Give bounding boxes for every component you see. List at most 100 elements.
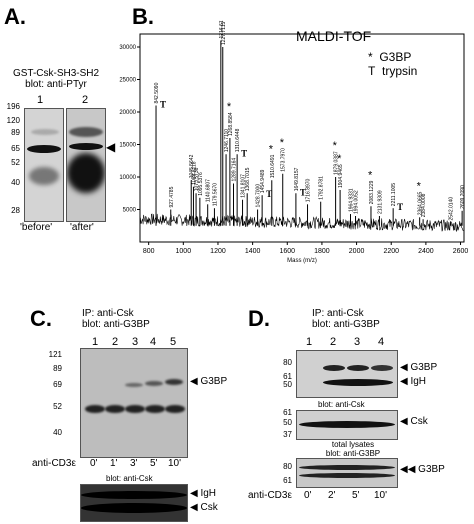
peak-label: 1058.5118: [191, 161, 197, 184]
peak-label: 2609.2090: [460, 185, 466, 209]
panel-a-lane-1: 1: [37, 94, 44, 106]
panel-c-igh-text: IgH: [200, 488, 217, 499]
peak-label: 1310.6448: [235, 128, 241, 152]
panel-d-blot-mid: [296, 410, 398, 440]
g3bp-star-marker: *: [227, 101, 232, 113]
y-tick-label: 30000: [119, 45, 136, 51]
panel-c-mw-121: 121: [48, 350, 62, 359]
panel-d-title-line1: IP: anti-Csk: [312, 308, 364, 319]
panel-a-mw-65: 65: [11, 144, 20, 153]
panel-d-blot-top: [296, 350, 398, 398]
panel-a-blot-lane-2: [66, 108, 106, 222]
panel-a-arrow-icon: ◀: [106, 140, 116, 154]
panel-d-lane-3: 3: [354, 336, 361, 348]
panel-a-mw-52: 52: [11, 158, 20, 167]
peak-label: 1573.7970: [281, 148, 287, 172]
legend-label-trypsin: trypsin: [382, 64, 418, 78]
y-tick-label: 10000: [119, 175, 136, 181]
peak-label: 1268.8584: [228, 112, 234, 136]
x-tick-label: 1200: [210, 248, 226, 255]
panel-d-igh-text: IgH: [410, 376, 427, 387]
peak-label: 2083.1229: [369, 180, 375, 204]
peak-label: 1179.5670: [212, 183, 218, 206]
panel-d-bottom-title-line1: total lysates: [331, 440, 375, 449]
panel-a-caption-before: 'before': [20, 222, 53, 233]
peak-label: 1649.8157: [294, 167, 300, 191]
panel-d-label-g3bp: ◀ G3BP: [400, 362, 438, 373]
panel-c-letter: C.: [30, 306, 52, 331]
g3bp-star-marker: *: [269, 143, 274, 155]
legend-symbol-trypsin: T: [368, 64, 376, 78]
trypsin-marker: T: [300, 187, 306, 197]
panel-c-time-0: 0': [90, 458, 98, 469]
panel-d-treatment-label: anti-CD3ε: [248, 490, 292, 501]
panel-d-label-igh: ◀ IgH: [400, 376, 427, 387]
panel-c-lane-3: 3: [132, 336, 139, 348]
peak-label: 1454.9489: [260, 169, 266, 193]
peak-label: 2542.0140: [448, 197, 454, 221]
panel-a-caption-after: 'after': [70, 222, 94, 233]
panel-c-lane-2: 2: [112, 336, 119, 348]
y-tick-label: 20000: [119, 110, 136, 116]
peak-label: 1368.7015: [245, 167, 251, 191]
panel-d-time-10: 10': [374, 490, 388, 501]
peak-label: 842.5090: [154, 82, 160, 103]
maldi-spectrum-chart: 5000 10000 15000 20000 25000 30000 800 1000 1200…: [119, 20, 468, 264]
panel-a-title: GST-Csk-SH3-SH2 blot: anti-PTyr: [6, 68, 106, 90]
trypsin-marker: T: [266, 189, 272, 199]
x-axis-label: Mass (m/z): [287, 258, 317, 264]
peak-label: 1140.6807: [206, 179, 212, 202]
g3bp-star-marker: *: [280, 137, 285, 149]
panel-d-lane-4: 4: [378, 336, 385, 348]
panel-d-mw-mid-50: 50: [283, 418, 292, 427]
peak-label: 1095.5376: [198, 172, 204, 196]
panel-c-title-line2: blot: anti-G3BP: [82, 319, 150, 330]
peak-label: 1289.7164: [232, 158, 238, 182]
plot-frame: [139, 33, 465, 243]
panel-c-band-label-g3bp: ◀ G3BP: [190, 376, 228, 387]
panel-a-mw-28: 28: [11, 206, 20, 215]
panel-d-time-5: 5': [352, 490, 360, 501]
panel-d-g3bp-text: G3BP: [410, 362, 438, 373]
legend-item-trypsin: T trypsin: [368, 64, 417, 78]
g3bp-star-marker: *: [417, 180, 422, 192]
panel-d-label-csk: ◀ Csk: [400, 416, 428, 427]
x-tick-label: 1000: [176, 248, 192, 255]
peak-label: 1045.5642: [189, 154, 195, 178]
panel-d-lane-2: 2: [330, 336, 337, 348]
y-tick-label: 5000: [123, 208, 137, 214]
panel-c-mw-89: 89: [53, 364, 62, 373]
peak-label: 1879.0387: [334, 151, 340, 175]
panel-c-sub-blot: [80, 484, 188, 522]
x-tick-label: 2400: [418, 248, 434, 255]
g3bp-star-marker: *: [337, 153, 342, 165]
panel-c-mw-52: 52: [53, 402, 62, 411]
panel-d-g3bp-bottom-text: G3BP: [418, 464, 445, 475]
panel-d-mw-bottom-61: 61: [283, 476, 292, 485]
panel-c-time-3: 3': [130, 458, 138, 469]
panel-c-csk-text: Csk: [200, 502, 218, 513]
panel-c-sub-label-igh: ◀ IgH: [190, 488, 217, 499]
panel-c-title: IP: anti-Csk blot: anti-G3BP: [82, 308, 150, 330]
panel-d-label-g3bp-bottom: ◀◀ G3BP: [400, 464, 445, 475]
panel-d-bottom-title: total lysates blot: anti-G3BP: [318, 440, 388, 458]
x-tick-label: 1600: [279, 248, 295, 255]
panel-d-title: IP: anti-Csk blot: anti-G3BP: [312, 308, 380, 330]
panel-d-title-line2: blot: anti-G3BP: [312, 319, 380, 330]
panel-c-title-line1: IP: anti-Csk: [82, 308, 134, 319]
peak-label: 1510.6491: [270, 154, 276, 178]
peak-label: 1716.8970: [306, 178, 312, 202]
panel-c-mw-40: 40: [53, 428, 62, 437]
x-tick-label: 1400: [245, 248, 261, 255]
peak-label: 2364.0665: [418, 191, 424, 215]
panel-d-mid-title: blot: anti-Csk: [318, 400, 365, 409]
peak-label: 1964.9331: [348, 188, 354, 212]
panel-d-csk-text: Csk: [410, 416, 428, 427]
g3bp-star-marker: *: [368, 169, 373, 181]
panel-d-mw-bottom-80: 80: [283, 462, 292, 471]
y-tick-label: 25000: [119, 78, 136, 84]
trypsin-marker: T: [241, 148, 247, 158]
panel-d-bottom-title-line2: blot: anti-G3BP: [325, 449, 381, 458]
panel-c-lane-5: 5: [170, 336, 177, 348]
panel-c-blot: [80, 348, 188, 458]
